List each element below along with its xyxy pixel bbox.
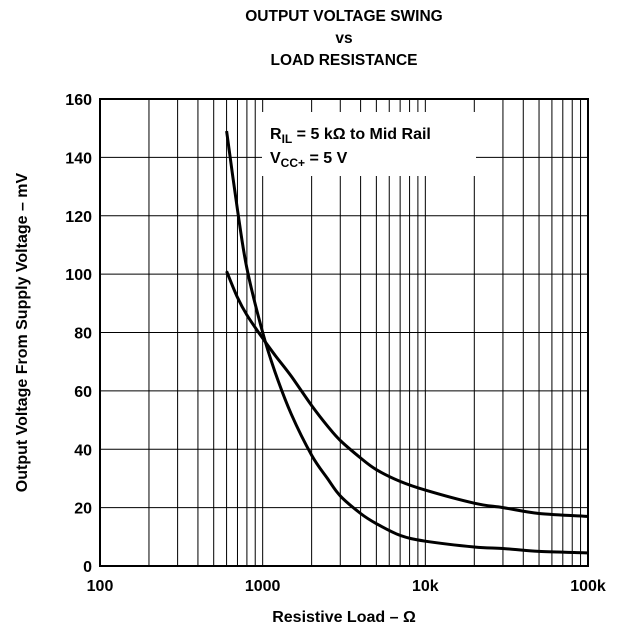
plot-frame <box>99 98 589 567</box>
chart-title-line-2: vs <box>335 30 353 47</box>
y-tick-label: 120 <box>65 209 92 226</box>
annotation-box <box>262 112 476 176</box>
series-line-1 <box>225 130 589 555</box>
y-tick-label: 20 <box>74 501 92 518</box>
annotation-line-1: RIL = 5 kΩ to Mid Rail <box>270 126 431 146</box>
chart-title-line-1: OUTPUT VOLTAGE SWING <box>245 8 443 25</box>
y-tick-label: 80 <box>74 326 92 343</box>
y-axis-label: Output Voltage From Supply Voltage – mV <box>14 172 31 492</box>
y-tick-label: 0 <box>83 559 92 576</box>
y-tick-label: 100 <box>65 267 92 284</box>
y-tick-label: 40 <box>74 442 92 459</box>
x-tick-label: 10k <box>412 578 439 595</box>
series-line-2 <box>225 270 589 518</box>
x-tick-label: 1000 <box>245 578 281 595</box>
chart-title-line-3: LOAD RESISTANCE <box>270 52 418 69</box>
y-tick-label: 140 <box>65 150 92 167</box>
y-tick-label: 160 <box>65 92 92 109</box>
x-axis-label: Resistive Load – Ω <box>272 609 416 626</box>
annotation-line-2: VCC+ = 5 V <box>270 150 348 170</box>
x-tick-label: 100 <box>87 578 114 595</box>
x-tick-label: 100k <box>570 578 606 595</box>
y-tick-label: 60 <box>74 384 92 401</box>
